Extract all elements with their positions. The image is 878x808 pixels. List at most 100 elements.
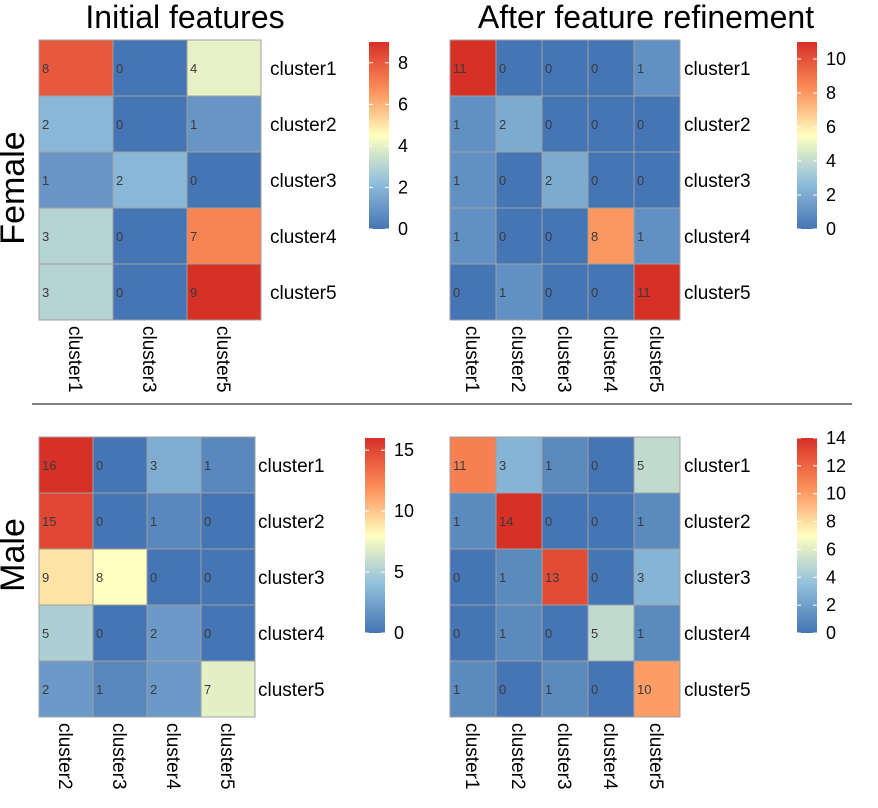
heatmap-cell: [541, 436, 589, 494]
heatmap-cell: [587, 95, 635, 153]
cell-value-label: 3: [637, 570, 644, 585]
row-label: cluster5: [258, 680, 325, 701]
heatmap-cell: [38, 39, 114, 97]
cell-value-label: 0: [96, 458, 103, 473]
row-label: cluster2: [258, 512, 325, 533]
heatmap-cell: [186, 39, 262, 97]
cell-value-label: 5: [637, 458, 644, 473]
legend-tick-label: 8: [826, 83, 836, 103]
legend-tick-label: 0: [826, 623, 836, 643]
cell-value-label: 0: [116, 285, 123, 300]
heatmap-cell: [587, 436, 635, 494]
column-label: cluster5: [645, 723, 666, 790]
cell-value-label: 5: [42, 626, 49, 641]
heatmap-cell: [38, 492, 94, 550]
row-label: cluster3: [258, 568, 325, 589]
cell-value-label: 0: [499, 173, 506, 188]
cell-value-label: 8: [42, 61, 49, 76]
cell-value-label: 0: [545, 285, 552, 300]
heatmap-cell: [495, 548, 543, 606]
heatmap-cell: [633, 492, 681, 550]
row-label: cluster2: [684, 115, 751, 136]
cell-value-label: 1: [453, 117, 460, 132]
column-label: cluster4: [162, 723, 183, 790]
legend-tick-label: 14: [826, 428, 846, 448]
heatmap-cell: [200, 660, 256, 718]
cell-value-label: 0: [453, 570, 460, 585]
cell-value-label: 0: [204, 570, 211, 585]
legend-tick-label: 4: [398, 136, 408, 156]
heatmap-cell: [495, 436, 543, 494]
heatmap-cell: [200, 604, 256, 662]
cell-value-label: 1: [499, 570, 506, 585]
cell-value-label: 3: [42, 229, 49, 244]
cell-value-label: 16: [42, 458, 56, 473]
cell-value-label: 5: [591, 626, 598, 641]
column-label: cluster3: [553, 723, 574, 790]
cell-value-label: 1: [150, 514, 157, 529]
column-label: cluster5: [216, 723, 237, 790]
cell-value-label: 1: [545, 458, 552, 473]
heatmap-cell: [38, 207, 114, 265]
column-label: cluster3: [138, 326, 159, 393]
column-label: cluster5: [212, 326, 233, 393]
heatmap-panel: 11 3 1 0 51 14 0 0 10 1 13 0 30 1 0 5 11 0 1 0 10cluster1clu…: [449, 428, 846, 790]
heatmap-cell: [186, 151, 262, 209]
row-label: cluster4: [684, 624, 751, 645]
cell-value-label: 1: [453, 229, 460, 244]
cell-value-label: 1: [637, 626, 644, 641]
heatmap-cell: [633, 95, 681, 153]
heatmap-cell: [587, 263, 635, 321]
column-label: cluster4: [599, 723, 620, 790]
cell-value-label: 1: [453, 682, 460, 697]
heatmap-cell: [587, 39, 635, 97]
cell-value-label: 0: [499, 682, 506, 697]
legend-tick-label: 15: [394, 440, 414, 460]
cell-value-label: 0: [591, 61, 598, 76]
cell-value-label: 0: [591, 682, 598, 697]
cell-value-label: 1: [499, 285, 506, 300]
cell-value-label: 0: [591, 285, 598, 300]
heatmap-cell: [587, 207, 635, 265]
heatmap-cell: [200, 492, 256, 550]
heatmap-cell: [38, 548, 94, 606]
row-label: cluster3: [270, 171, 337, 192]
cell-value-label: 0: [545, 61, 552, 76]
cell-value-label: 11: [453, 458, 467, 473]
heatmap-cell: [495, 660, 543, 718]
heatmap-cell: [449, 151, 497, 209]
cell-value-label: 0: [453, 626, 460, 641]
legend-tick-label: 10: [826, 49, 846, 69]
heatmap-cell: [495, 151, 543, 209]
heatmap-cell: [495, 263, 543, 321]
row-label: cluster4: [270, 227, 337, 248]
heatmap-cell: [587, 151, 635, 209]
heatmap-cell: [146, 660, 202, 718]
heatmap-cell: [92, 660, 148, 718]
heatmap-cell: [449, 436, 497, 494]
heatmap-cell: [449, 660, 497, 718]
cell-value-label: 0: [637, 117, 644, 132]
row-label: cluster1: [258, 456, 325, 477]
cell-value-label: 2: [116, 173, 123, 188]
heatmap-cell: [633, 151, 681, 209]
heatmap-cell: [112, 39, 188, 97]
heatmap-cell: [633, 207, 681, 265]
heatmap-cell: [38, 151, 114, 209]
cell-value-label: 1: [453, 173, 460, 188]
column-label: cluster2: [507, 723, 528, 790]
cell-value-label: 8: [591, 229, 598, 244]
cell-value-label: 1: [453, 514, 460, 529]
cell-value-label: 1: [545, 682, 552, 697]
legend-tick-label: 10: [394, 501, 414, 521]
legend-tick-label: 0: [394, 623, 404, 643]
cell-value-label: 0: [96, 626, 103, 641]
legend-tick-label: 12: [826, 456, 846, 476]
heatmap-cell: [92, 548, 148, 606]
cell-value-label: 2: [499, 117, 506, 132]
heatmap-cell: [146, 548, 202, 606]
cell-value-label: 0: [545, 229, 552, 244]
legend-tick-label: 6: [826, 539, 836, 559]
cell-value-label: 0: [545, 117, 552, 132]
